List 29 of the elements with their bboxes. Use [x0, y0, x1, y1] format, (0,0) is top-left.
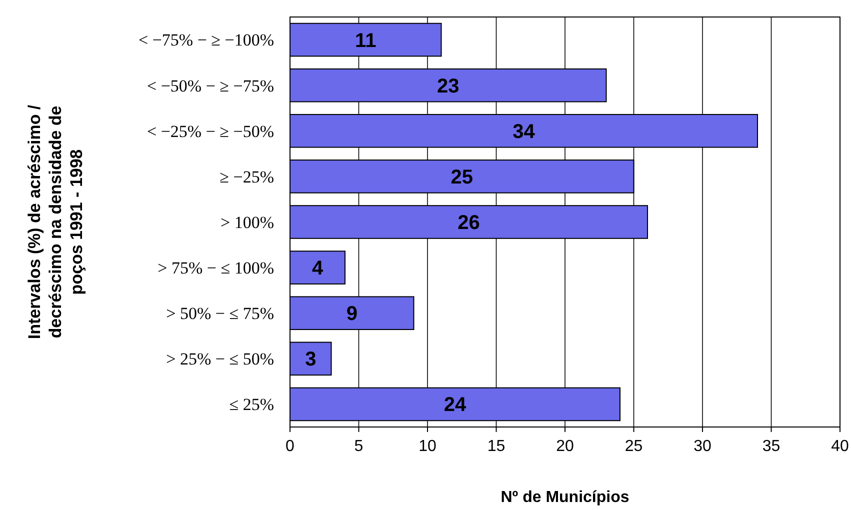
y-tick-label: < −25% − ≥ −50%: [146, 122, 274, 141]
data-label: 4: [312, 258, 324, 280]
y-tick-label: ≤ 25%: [229, 395, 274, 414]
data-label: 3: [305, 348, 316, 371]
data-label: 25: [450, 166, 473, 188]
y-axis-title: Intervalos (%) de acréscimo / decréscimo na densidade de poços 1991 - 1998: [25, 104, 86, 340]
data-label: 24: [444, 394, 467, 416]
x-axis-title: Nº de Municípios: [500, 489, 630, 506]
data-label: 9: [346, 303, 358, 326]
y-tick-label: > 50% − ≤ 75%: [166, 304, 274, 324]
x-tick-label: 10: [418, 438, 436, 455]
x-tick-label: 30: [694, 438, 712, 455]
x-tick-label: 35: [762, 438, 780, 455]
data-label: 26: [458, 212, 480, 234]
x-tick-label: 15: [487, 438, 506, 455]
y-tick-label: > 25% − ≤ 50%: [166, 350, 274, 369]
data-label: 23: [437, 75, 460, 98]
x-tick-label: 40: [831, 438, 849, 455]
x-tick-label: 25: [624, 438, 643, 455]
data-label: 11: [355, 30, 376, 52]
x-tick-label: 0: [286, 438, 295, 455]
y-tick-label: < −50% − ≥ −75%: [146, 76, 274, 96]
y-tick-label: > 100%: [220, 212, 274, 232]
y-tick-label: < −75% − ≥ −100%: [138, 30, 274, 50]
x-tick-label: 20: [556, 438, 574, 455]
y-tick-label: > 75% − ≤ 100%: [158, 258, 274, 278]
data-label: 34: [512, 120, 536, 143]
x-tick-label: 5: [354, 438, 364, 455]
y-tick-label: ≥ −25%: [220, 167, 274, 186]
